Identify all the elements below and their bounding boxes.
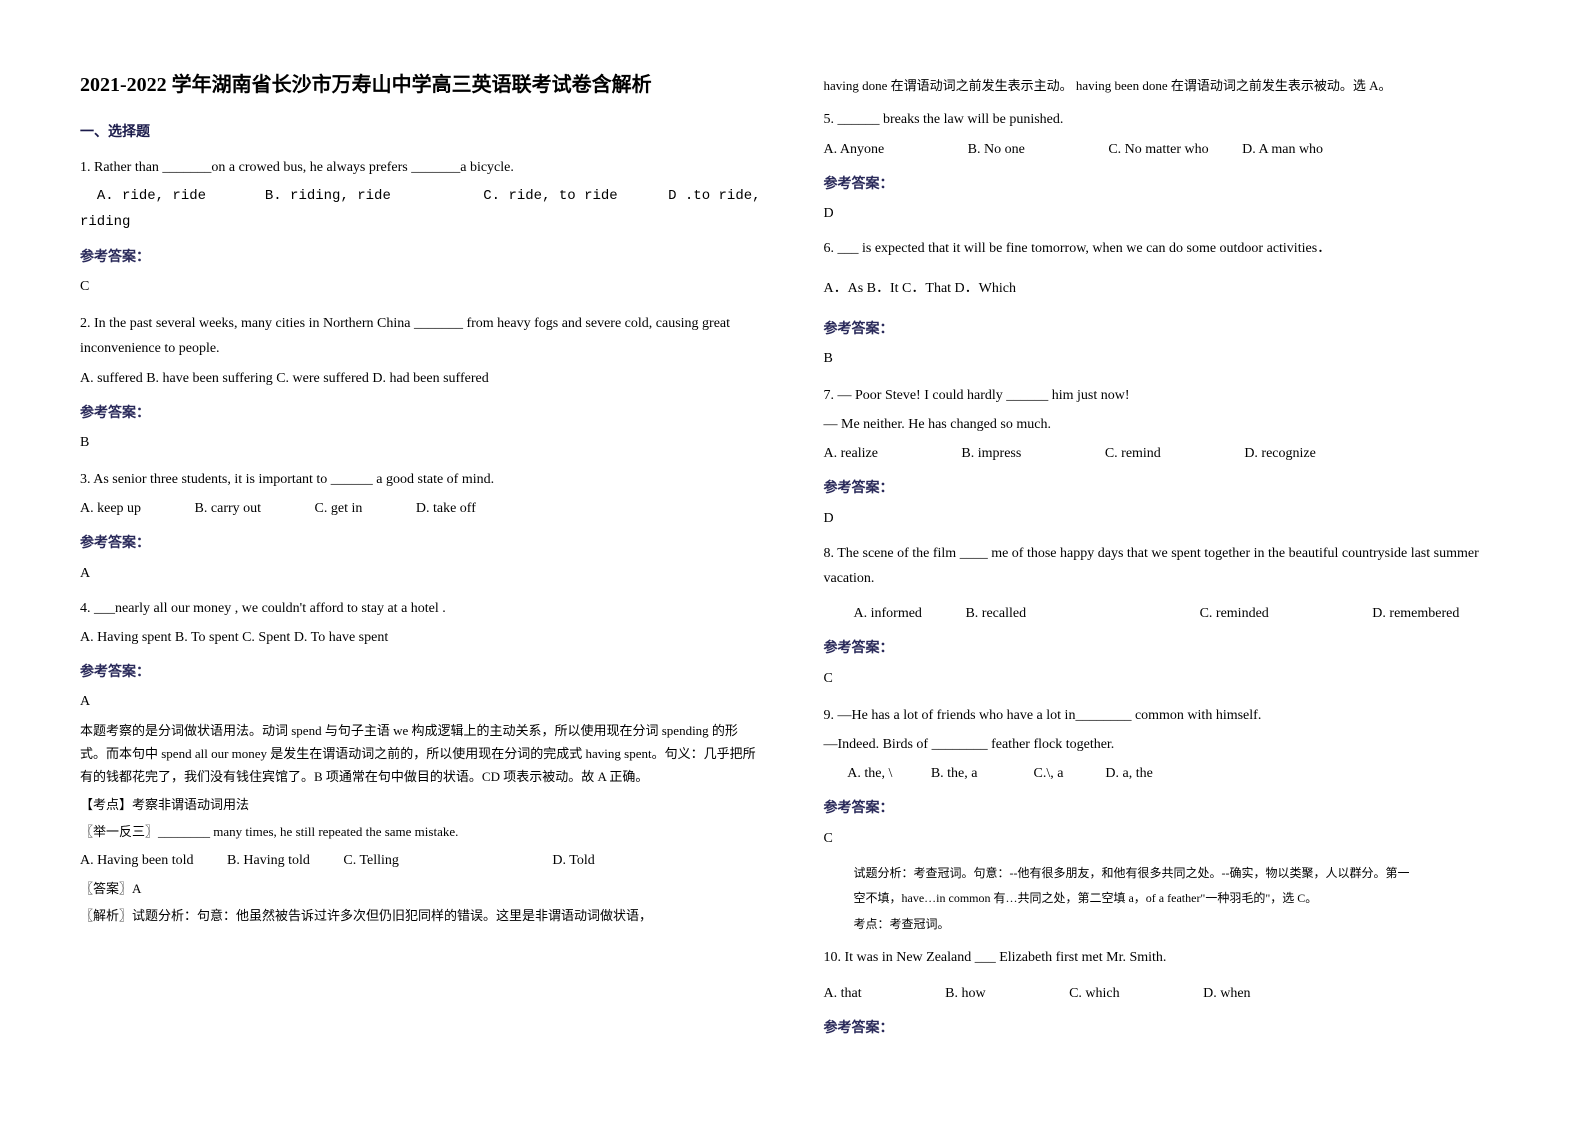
q8-opt-c: C. reminded xyxy=(1200,601,1269,626)
q3-text: 3. As senior three students, it is impor… xyxy=(80,467,764,492)
q3-opt-a: A. keep up xyxy=(80,496,141,521)
q7-options: A. realize B. impress C. remind D. recog… xyxy=(824,441,1508,466)
q5-options: A. Anyone B. No one C. No matter who D. … xyxy=(824,137,1508,162)
q7-answer: D xyxy=(824,506,1508,531)
q5-text: 5. ______ breaks the law will be punishe… xyxy=(824,107,1508,132)
q4-explain-1: 本题考察的是分词做状语用法。动词 spend 与句子主语 we 构成逻辑上的主动… xyxy=(80,719,764,789)
q2-answer: B xyxy=(80,430,764,455)
q3-options: A. keep up B. carry out C. get in D. tak… xyxy=(80,496,764,521)
q8-opt-b: B. recalled xyxy=(965,601,1026,626)
q3-opt-b: B. carry out xyxy=(195,496,261,521)
q8-answer-label: 参考答案： xyxy=(824,636,1508,661)
q4-subans: 〖答案〗A xyxy=(80,877,764,900)
q9-text2: —Indeed. Birds of ________ feather flock… xyxy=(824,732,1508,757)
q10-answer-label: 参考答案： xyxy=(824,1016,1508,1041)
q10-text: 10. It was in New Zealand ___ Elizabeth … xyxy=(824,945,1508,970)
q3-answer-label: 参考答案： xyxy=(80,531,764,556)
q6-answer-label: 参考答案： xyxy=(824,317,1508,342)
question-2: 2. In the past several weeks, many citie… xyxy=(80,311,764,455)
q7-opt-c: C. remind xyxy=(1105,441,1161,466)
q6-answer: B xyxy=(824,346,1508,371)
question-10: 10. It was in New Zealand ___ Elizabeth … xyxy=(824,945,1508,1041)
question-6: 6. ___ is expected that it will be fine … xyxy=(824,236,1508,371)
q5-opt-d: D. A man who xyxy=(1242,137,1323,162)
col2-top-explain: having done 在谓语动词之前发生表示主动。 having been d… xyxy=(824,74,1508,97)
q9-answer: C xyxy=(824,826,1508,851)
q7-text1: 7. — Poor Steve! I could hardly ______ h… xyxy=(824,383,1508,408)
q8-text: 8. The scene of the film ____ me of thos… xyxy=(824,541,1508,591)
q10-opt-b: B. how xyxy=(945,981,985,1006)
q10-opt-d: D. when xyxy=(1203,981,1250,1006)
q5-opt-a: A. Anyone xyxy=(824,137,885,162)
q1-options: A. ride, ride B. riding, ride C. ride, t… xyxy=(80,184,764,234)
q4-sub-a: A. Having been told xyxy=(80,848,194,873)
question-7: 7. — Poor Steve! I could hardly ______ h… xyxy=(824,383,1508,531)
q4-sub-b: B. Having told xyxy=(227,848,310,873)
q7-opt-d: D. recognize xyxy=(1244,441,1316,466)
q9-options: A. the, \ B. the, a C.\, a D. a, the xyxy=(824,761,1508,786)
q8-opt-d: D. remembered xyxy=(1372,601,1459,626)
q6-text: 6. ___ is expected that it will be fine … xyxy=(824,236,1508,261)
q3-answer: A xyxy=(80,561,764,586)
q7-opt-a: A. realize xyxy=(824,441,878,466)
q5-answer-label: 参考答案： xyxy=(824,172,1508,197)
question-8: 8. The scene of the film ____ me of thos… xyxy=(824,541,1508,691)
q7-answer-label: 参考答案： xyxy=(824,476,1508,501)
q4-sub-options: A. Having been told B. Having told C. Te… xyxy=(80,848,764,873)
q6-options: A．As B．It C．That D．Which xyxy=(824,276,1508,301)
q2-options: A. suffered B. have been suffering C. we… xyxy=(80,366,764,391)
document-title: 2021-2022 学年湖南省长沙市万寿山中学高三英语联考试卷含解析 xyxy=(80,70,764,100)
q4-subexp: 〖解析〗试题分析：句意：他虽然被告诉过许多次但仍旧犯同样的错误。这里是非谓语动词… xyxy=(80,904,764,927)
question-9: 9. —He has a lot of friends who have a l… xyxy=(824,703,1508,936)
q8-opt-a: A. informed xyxy=(854,601,922,626)
question-3: 3. As senior three students, it is impor… xyxy=(80,467,764,586)
q7-opt-b: B. impress xyxy=(961,441,1021,466)
q3-opt-c: C. get in xyxy=(315,496,363,521)
q4-explain-2: 【考点】考察非谓语动词用法 xyxy=(80,793,764,816)
question-1: 1. Rather than _______on a crowed bus, h… xyxy=(80,155,764,299)
right-column: having done 在谓语动词之前发生表示主动。 having been d… xyxy=(824,70,1508,1052)
q5-opt-b: B. No one xyxy=(968,137,1025,162)
q4-sub-c: C. Telling xyxy=(343,848,399,873)
q10-options: A. that B. how C. which D. when xyxy=(824,981,1508,1006)
q4-options: A. Having spent B. To spent C. Spent D. … xyxy=(80,625,764,650)
q4-sub-d: D. Told xyxy=(552,848,594,873)
q8-answer: C xyxy=(824,666,1508,691)
q2-answer-label: 参考答案： xyxy=(80,401,764,426)
q10-opt-a: A. that xyxy=(824,981,862,1006)
q4-explain-3: 〖举一反三〗________ many times, he still repe… xyxy=(80,820,764,843)
q3-opt-d: D. take off xyxy=(416,496,476,521)
q4-answer: A xyxy=(80,689,764,714)
q1-answer: C xyxy=(80,274,764,299)
question-4: 4. ___nearly all our money , we couldn't… xyxy=(80,596,764,928)
q7-text2: — Me neither. He has changed so much. xyxy=(824,412,1508,437)
q9-exp1: 试题分析：考查冠词。句意：--他有很多朋友，和他有很多共同之处。--确实，物以类… xyxy=(854,863,1508,885)
q9-exp2: 空不填，have…in common 有…共同之处，第二空填 a，of a fe… xyxy=(854,888,1508,910)
question-5: 5. ______ breaks the law will be punishe… xyxy=(824,107,1508,226)
q1-answer-label: 参考答案： xyxy=(80,245,764,270)
q5-opt-c: C. No matter who xyxy=(1108,137,1208,162)
q9-exp3: 考点：考查冠词。 xyxy=(854,914,1508,936)
q9-text1: 9. —He has a lot of friends who have a l… xyxy=(824,703,1508,728)
section-heading: 一、选择题 xyxy=(80,120,764,145)
q4-text: 4. ___nearly all our money , we couldn't… xyxy=(80,596,764,621)
q1-text: 1. Rather than _______on a crowed bus, h… xyxy=(80,155,764,180)
q4-answer-label: 参考答案： xyxy=(80,660,764,685)
left-column: 2021-2022 学年湖南省长沙市万寿山中学高三英语联考试卷含解析 一、选择题… xyxy=(80,70,764,1052)
q2-text: 2. In the past several weeks, many citie… xyxy=(80,311,764,361)
q8-options: A. informed B. recalled C. reminded D. r… xyxy=(854,601,1508,626)
q5-answer: D xyxy=(824,201,1508,226)
q9-answer-label: 参考答案： xyxy=(824,796,1508,821)
q10-opt-c: C. which xyxy=(1069,981,1120,1006)
